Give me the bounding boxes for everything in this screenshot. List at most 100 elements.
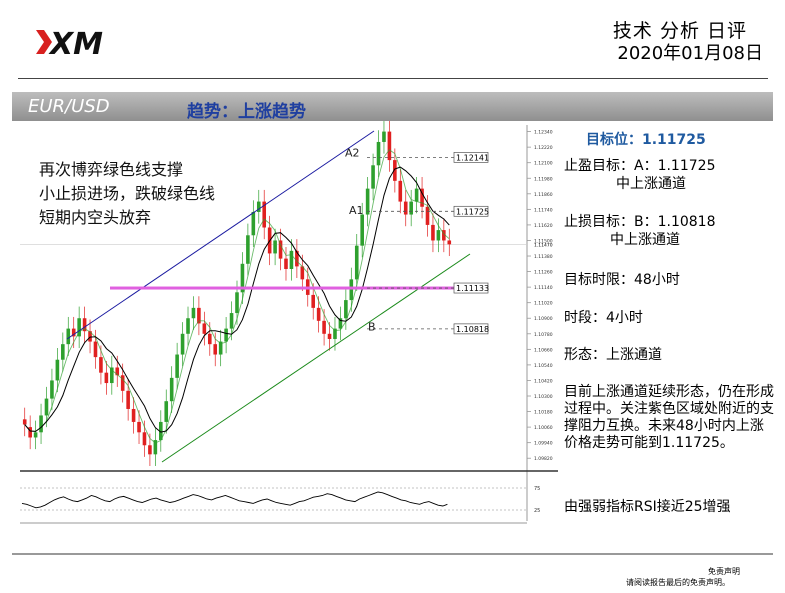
target-title: 目标位：1.11725	[586, 132, 706, 148]
level-label: 1.12141	[456, 153, 489, 162]
disclaimer-text: 请阅读报告最后的免责声明。	[626, 578, 730, 587]
currency-pair: EUR/USD	[28, 96, 110, 117]
rsi-tick-label: 75	[534, 486, 540, 492]
footer-divider	[12, 553, 773, 555]
candle-body	[82, 318, 87, 332]
candle-body	[197, 307, 201, 324]
candle-body	[240, 263, 245, 293]
wave-markers: A2 A1 B	[345, 147, 376, 334]
candle-body	[365, 188, 370, 215]
candle-body	[99, 357, 103, 373]
candle-body	[93, 341, 98, 358]
price-tick-label: 1.10900	[534, 316, 553, 322]
candle-body	[447, 240, 452, 245]
candle-body	[284, 258, 288, 269]
candle-body	[278, 240, 283, 259]
candle-body	[180, 333, 185, 355]
candle-body	[349, 279, 354, 301]
candle-body	[213, 344, 218, 355]
candle-body	[142, 432, 147, 446]
candle-body	[131, 408, 136, 422]
candle-body	[300, 266, 305, 280]
price-tick-label: 1.11380	[534, 254, 553, 260]
rsi-note: 由强弱指标RSI接近25增强	[564, 499, 731, 515]
candle-body	[256, 201, 261, 212]
candle-body	[191, 307, 196, 319]
wave-marker: B	[368, 321, 376, 334]
price-tick-label: 1.10780	[534, 332, 553, 338]
candle-body	[344, 300, 348, 319]
level-box	[453, 323, 489, 335]
candle-body	[251, 211, 256, 236]
candle-body	[403, 201, 408, 215]
price-tick-label: 1.12340	[534, 130, 553, 136]
price-tick-label: 1.10660	[534, 347, 553, 353]
candle-body	[66, 328, 71, 345]
level-box	[453, 205, 489, 217]
price-levels: 1.12141 1.11725 1.11133 1.10818	[367, 152, 489, 335]
candles	[22, 121, 452, 466]
candle-body	[371, 165, 375, 189]
candle-body	[273, 240, 277, 254]
rsi-line	[21, 491, 448, 509]
candle-body	[28, 427, 32, 438]
candle-body	[50, 380, 54, 399]
candle-body	[164, 401, 169, 422]
slow-moving-average	[24, 166, 450, 433]
price-tick-label: 1.11020	[534, 301, 553, 307]
price-tick-label: 1.09940	[534, 441, 553, 447]
candle-body	[295, 250, 299, 267]
candle-body	[115, 367, 120, 376]
take-profit-line2: 中上涨通道	[616, 176, 686, 192]
candle-body	[55, 359, 60, 381]
price-tick-label: 1.11620	[534, 223, 553, 229]
candle-body	[398, 180, 403, 202]
title-band	[12, 92, 773, 121]
rsi-panel: 75 25	[20, 486, 540, 514]
candle-body	[33, 432, 38, 438]
timeframe: 时段：4小时	[564, 310, 643, 326]
stop-loss-line2: 中上涨通道	[610, 232, 680, 248]
support-zone	[110, 286, 455, 290]
rsi-tick-label: 25	[534, 508, 540, 514]
candle-body	[153, 440, 158, 455]
analysis-panel: 目标位：1.11725 止盈目标：A：1.11725 中上涨通道 止损目标：B：…	[564, 121, 779, 550]
wave-marker: A2	[345, 147, 360, 160]
target-horizon: 目标时限：48小时	[564, 272, 680, 288]
candle-body	[44, 398, 49, 416]
candle-body	[414, 188, 419, 202]
chart-grid	[20, 125, 558, 524]
price-tick-label: 1.11500	[534, 238, 553, 244]
candle-body	[431, 224, 435, 241]
price-tick-label: 1.09820	[534, 456, 553, 462]
candle-body	[71, 328, 76, 337]
price-tick-label: 1.12100	[534, 161, 553, 167]
candle-body	[158, 421, 163, 441]
xm-logo: XM	[36, 27, 103, 62]
candle-body	[409, 201, 413, 215]
candle-body	[169, 377, 174, 402]
candle-body	[110, 367, 114, 384]
candle-body	[246, 235, 250, 264]
candle-body	[202, 323, 207, 334]
price-tick-label: 1.11860	[534, 192, 553, 198]
candle-body	[425, 206, 430, 225]
candle-body	[148, 445, 152, 455]
candle-body	[354, 245, 359, 280]
disclaimer-title: 免责声明	[708, 567, 740, 576]
price-tick-label: 1.10060	[534, 425, 553, 431]
price-tick-label: 1.11140	[534, 285, 553, 291]
candle-body	[316, 307, 321, 321]
candle-body	[22, 419, 27, 425]
price-tick-label: 1.11260	[534, 270, 553, 276]
candle-body	[120, 375, 125, 391]
trend-label: 趋势：上涨趋势	[187, 102, 306, 122]
candle-body	[39, 415, 43, 433]
price-tick-label: 1.10420	[534, 378, 553, 384]
price-tick-label: 1.11980	[534, 176, 553, 182]
candle-body	[333, 328, 337, 339]
candle-body	[218, 341, 223, 355]
candle-body	[104, 372, 109, 384]
candle-body	[207, 333, 212, 345]
note-line: 短期内空头放弃	[39, 208, 151, 227]
